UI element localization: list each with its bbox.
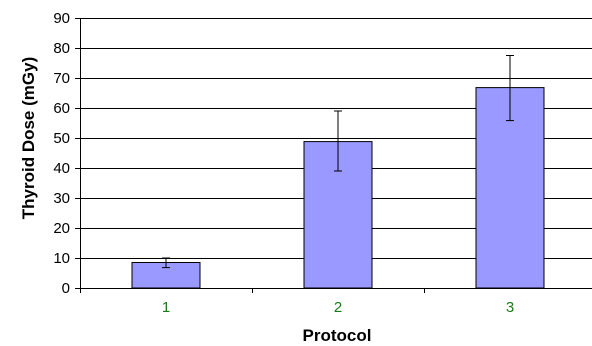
- x-axis-title: Protocol: [303, 326, 372, 345]
- x-category-label: 2: [334, 299, 342, 316]
- y-tick-label: 60: [53, 100, 70, 117]
- y-tick-label: 70: [53, 70, 70, 87]
- gridlines: [80, 18, 592, 259]
- y-axis-title: Thyroid Dose (mGy): [19, 57, 38, 219]
- y-tick-label: 10: [53, 250, 70, 267]
- y-tick-label: 90: [53, 10, 70, 27]
- y-tick-labels: 0 10 20 30 40 50 60 70 80 90: [53, 10, 70, 297]
- y-tick-label: 40: [53, 160, 70, 177]
- y-tick-label: 0: [62, 280, 70, 297]
- y-tick-label: 80: [53, 40, 70, 57]
- x-category-label: 1: [162, 299, 170, 316]
- x-category-label: 3: [506, 299, 514, 316]
- error-bars: [162, 55, 514, 269]
- y-tick-label: 30: [53, 190, 70, 207]
- y-tick-label: 50: [53, 130, 70, 147]
- axes: [75, 18, 592, 293]
- y-tick-label: 20: [53, 220, 70, 237]
- x-category-labels: 1 2 3: [162, 299, 514, 316]
